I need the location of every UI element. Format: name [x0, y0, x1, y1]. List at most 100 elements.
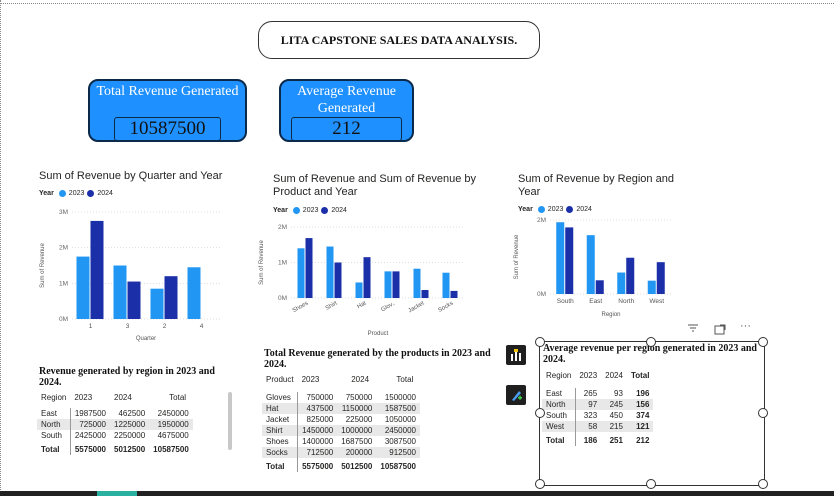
legend-title: Year — [39, 190, 54, 197]
report-title: LITA CAPSTONE SALES DATA ANALYSIS. — [258, 21, 540, 59]
bar-2023 — [556, 222, 565, 294]
x-tick-label: Glov.. — [380, 300, 396, 313]
resize-handle-bottom-right[interactable] — [758, 479, 768, 489]
chart-product-title: Sum of Revenue and Sum of Revenue by Pro… — [273, 173, 477, 198]
more-options-button[interactable]: ··· — [740, 320, 751, 332]
resize-handle-top[interactable] — [646, 337, 656, 347]
resize-handle-top-right[interactable] — [758, 337, 768, 347]
legend-title: Year — [273, 207, 288, 214]
format-brush-button[interactable] — [506, 385, 526, 405]
chart-product-legend: Year 2023 2024 — [273, 207, 347, 214]
bar-2024 — [392, 271, 400, 298]
col-header[interactable]: 2024 — [351, 375, 370, 384]
format-visual-button[interactable] — [506, 345, 526, 365]
x-tick-label: 2 — [163, 323, 167, 330]
canvas-left-border — [0, 0, 2, 496]
chart-region[interactable]: 2M 0M Sum of Revenue South East North West Regi… — [508, 216, 678, 322]
resize-handle-top-left[interactable] — [535, 337, 545, 347]
x-tick-label: West — [649, 298, 664, 305]
legend-2024: 2024 — [331, 207, 347, 214]
legend-2024-dot — [321, 207, 329, 214]
table-row: Jacket 825000 225000 1050000 — [262, 414, 420, 425]
chart-region-title: Sum of Revenue by Region and Year — [518, 173, 674, 198]
bar-2024 — [450, 290, 458, 298]
table-row: South 323 450 374 — [542, 410, 653, 421]
filter-icon[interactable] — [687, 323, 699, 336]
table-row: East 1987500 462500 2450000 — [37, 408, 193, 419]
region-table[interactable]: Region 2023 2024 Total East 1987500 462500… — [37, 391, 193, 455]
x-axis-label: Product — [368, 331, 389, 337]
chart-region-legend: Year 2023 2024 — [518, 206, 592, 213]
col-header[interactable]: 2023 — [301, 375, 320, 384]
table-row: Hat 437500 1150000 1587500 — [262, 403, 420, 414]
filter-lines-icon — [688, 324, 698, 332]
bar-2023 — [384, 271, 392, 298]
page-tab-bar — [0, 491, 834, 496]
resize-handle-bottom[interactable] — [646, 479, 656, 489]
bar-2023 — [647, 280, 656, 294]
y-tick-label: 0M — [537, 291, 546, 298]
col-header[interactable]: Region — [546, 371, 572, 380]
x-tick-label: Shoes — [292, 301, 310, 315]
col-header[interactable]: Total — [169, 393, 187, 402]
col-header[interactable]: Total — [630, 371, 650, 380]
bar-2024 — [656, 262, 665, 294]
chart-quarter-legend: Year 2023 2024 — [39, 190, 113, 197]
bar-2024 — [626, 257, 635, 294]
kpi-average-revenue-label: Average Revenue Generated — [297, 84, 396, 116]
table-total-row: Total 5575000 5012500 10587500 — [262, 458, 420, 472]
resize-handle-right[interactable] — [758, 408, 768, 418]
legend-2024: 2024 — [97, 190, 113, 197]
table-row: Socks 712500 200000 912500 — [262, 447, 420, 458]
legend-2024-dot — [566, 206, 574, 213]
x-tick-label: East — [589, 298, 602, 305]
y-tick-label: 3M — [59, 209, 68, 216]
product-table[interactable]: Product 2023 2024 Total Gloves 750000 7500… — [262, 373, 420, 472]
x-tick-label: 4 — [200, 323, 204, 330]
kpi-average-revenue-value: 212 — [291, 117, 402, 141]
col-header[interactable]: 2023 — [579, 371, 598, 380]
chart-product[interactable]: 2M 1M 0M Sum of Revenue Shoes Shirt Hat Glov.. J… — [255, 217, 477, 342]
bar-2023 — [442, 272, 450, 298]
table-row: South 2425000 2250000 4675000 — [37, 430, 193, 441]
report-title-text: LITA CAPSTONE SALES DATA ANALYSIS. — [280, 32, 518, 47]
resize-handle-bottom-left[interactable] — [535, 479, 545, 489]
legend-2023-dot — [292, 207, 300, 214]
col-header[interactable]: Region — [41, 393, 67, 402]
legend-2023: 2023 — [302, 207, 319, 214]
y-tick-label: 2M — [278, 224, 287, 231]
col-header[interactable]: 2024 — [605, 371, 623, 380]
legend-title: Year — [518, 206, 533, 213]
bar-2024 — [127, 281, 141, 319]
bar-2023 — [113, 265, 127, 319]
col-header[interactable]: Total — [396, 375, 414, 384]
kpi-average-revenue[interactable]: Average Revenue Generated 212 — [279, 79, 414, 142]
bar-2024 — [334, 262, 342, 298]
kpi-total-revenue[interactable]: Total Revenue Generated 10587500 — [88, 79, 247, 142]
y-tick-label: 2M — [537, 217, 546, 224]
table-row: Gloves 750000 750000 1500000 — [262, 392, 420, 403]
legend-2023: 2023 — [547, 206, 564, 213]
legend-2023-dot — [537, 206, 545, 213]
region-table-title: Revenue generated by region in 2023 and … — [39, 366, 215, 388]
y-axis-label: Sum of Revenue — [259, 239, 265, 284]
col-header[interactable]: Product — [266, 375, 294, 384]
bar-2024 — [595, 280, 604, 294]
table-total-row: Total 5575000 5012500 10587500 — [37, 441, 193, 455]
bar-2024 — [421, 290, 429, 298]
resize-handle-left[interactable] — [535, 408, 545, 418]
x-axis-label: Region — [601, 312, 620, 318]
focus-mode-icon[interactable] — [714, 322, 726, 340]
col-header[interactable]: 2024 — [114, 393, 132, 402]
x-tick-label: Socks — [437, 301, 454, 314]
chart-quarter[interactable]: 3M 2M 1M 0M Sum of Revenue 1 3 2 4 Quarter — [30, 200, 230, 348]
x-tick-label: 1 — [89, 323, 93, 330]
active-page-tab[interactable] — [97, 491, 137, 496]
table-row: Shirt 1450000 1000000 2450000 — [262, 425, 420, 436]
bar-2023 — [586, 235, 595, 294]
table-row: West 58 215 121 — [542, 421, 654, 432]
avg-table[interactable]: Region 2023 2024 Total East 265 93 196 Nort… — [542, 369, 654, 446]
region-table-scrollbar[interactable] — [228, 392, 232, 450]
table-row: Shoes 1400000 1687500 3087500 — [262, 436, 420, 447]
col-header[interactable]: 2023 — [74, 393, 93, 402]
